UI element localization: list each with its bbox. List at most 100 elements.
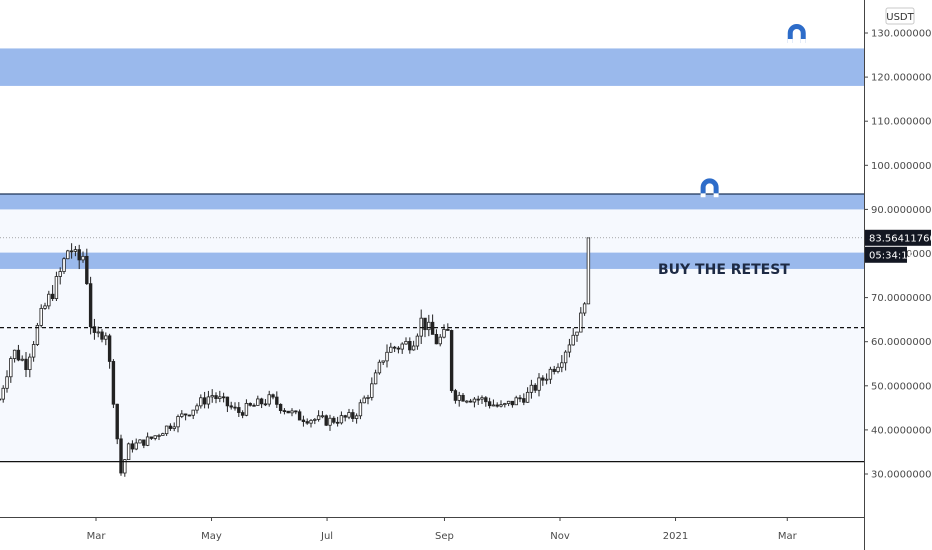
candle [408,337,412,354]
candle [518,394,522,403]
candle [381,360,385,365]
price-axis[interactable]: 30.00000000 40.00000000 50.00000000 60.0000… [864,0,932,550]
candle [28,353,32,378]
countdown-label: 05:34:12 [869,250,914,261]
zone-middle[interactable] [0,193,864,210]
candle [563,350,568,371]
candle [58,267,62,285]
candle [335,416,340,427]
time-tick-label: Nov [550,531,570,542]
time-tick-label: Mar [778,531,798,542]
candle [358,399,363,420]
candle [62,257,66,274]
candle [320,411,325,419]
candle [324,414,328,427]
candle [187,414,192,417]
candle [206,390,211,409]
countdown-marker: 05:34:12 [865,246,914,263]
price-tick-label: 60.00000000 [871,337,932,348]
last-price-label: 83.56411760 [869,233,932,244]
candle [347,408,351,420]
candle [278,403,283,414]
candle [168,423,173,431]
candle [404,337,408,345]
price-axis-background [864,0,932,550]
candle [134,438,138,451]
candle [130,440,135,453]
candle [225,396,230,413]
candle [586,237,591,305]
candle [400,342,404,354]
candle [533,383,537,393]
candle [548,366,553,384]
last-price-marker: 83.56411760 [865,229,932,246]
candle [145,432,150,447]
candle [149,436,154,440]
candle [484,396,488,407]
candle [24,352,28,378]
candle [476,395,480,405]
candle [50,285,55,301]
candle [88,276,93,335]
candle [202,391,207,409]
candle [529,379,534,399]
candle [286,410,290,414]
candle [457,391,461,407]
candle [537,373,541,397]
candle [267,390,271,407]
candle [351,409,355,422]
candle [43,302,47,310]
candle [560,355,564,373]
candle [73,246,78,257]
candle [309,419,313,428]
candle [411,340,416,351]
zone-retest[interactable] [0,252,864,269]
candle [115,403,119,445]
candle [506,400,511,407]
buy-the-retest-annotation: BUY THE RETEST [658,262,790,278]
candle [290,408,294,417]
candle [31,341,36,362]
candle [126,442,131,461]
price-tick-label: 100.00000000 [871,161,932,172]
candle [183,413,188,421]
candle [12,349,17,363]
candle [240,410,245,419]
candle [161,432,165,436]
candle [119,434,123,476]
candle [472,397,477,408]
candle [195,403,199,414]
candle [111,359,116,409]
candle [480,395,484,404]
candle [294,410,298,415]
candle [142,439,146,449]
currency-label-box[interactable]: USDT [885,7,915,25]
candle [389,342,393,353]
zone-upper[interactable] [0,48,864,86]
candle [465,400,469,404]
candle [525,387,530,403]
candle [332,416,336,425]
candle [191,409,195,420]
candle [582,302,587,316]
price-tick-label: 40.00000000 [871,425,932,436]
candle [461,393,465,402]
candle [343,414,347,422]
zones-layer [0,48,864,269]
candle [297,409,302,421]
candle [66,249,70,260]
candle [377,359,382,375]
candle [468,398,473,403]
candle [434,329,439,345]
candle [487,397,492,409]
currency-label: USDT [886,12,914,23]
candle [47,290,51,310]
candle [449,329,454,393]
time-axis[interactable]: Mar May Jul Sep Nov 2021 Mar [0,517,864,550]
price-tick-label: 70.00000000 [871,293,932,304]
candle [370,377,374,401]
candle [69,243,74,259]
candle [567,338,572,358]
candle [92,318,97,340]
